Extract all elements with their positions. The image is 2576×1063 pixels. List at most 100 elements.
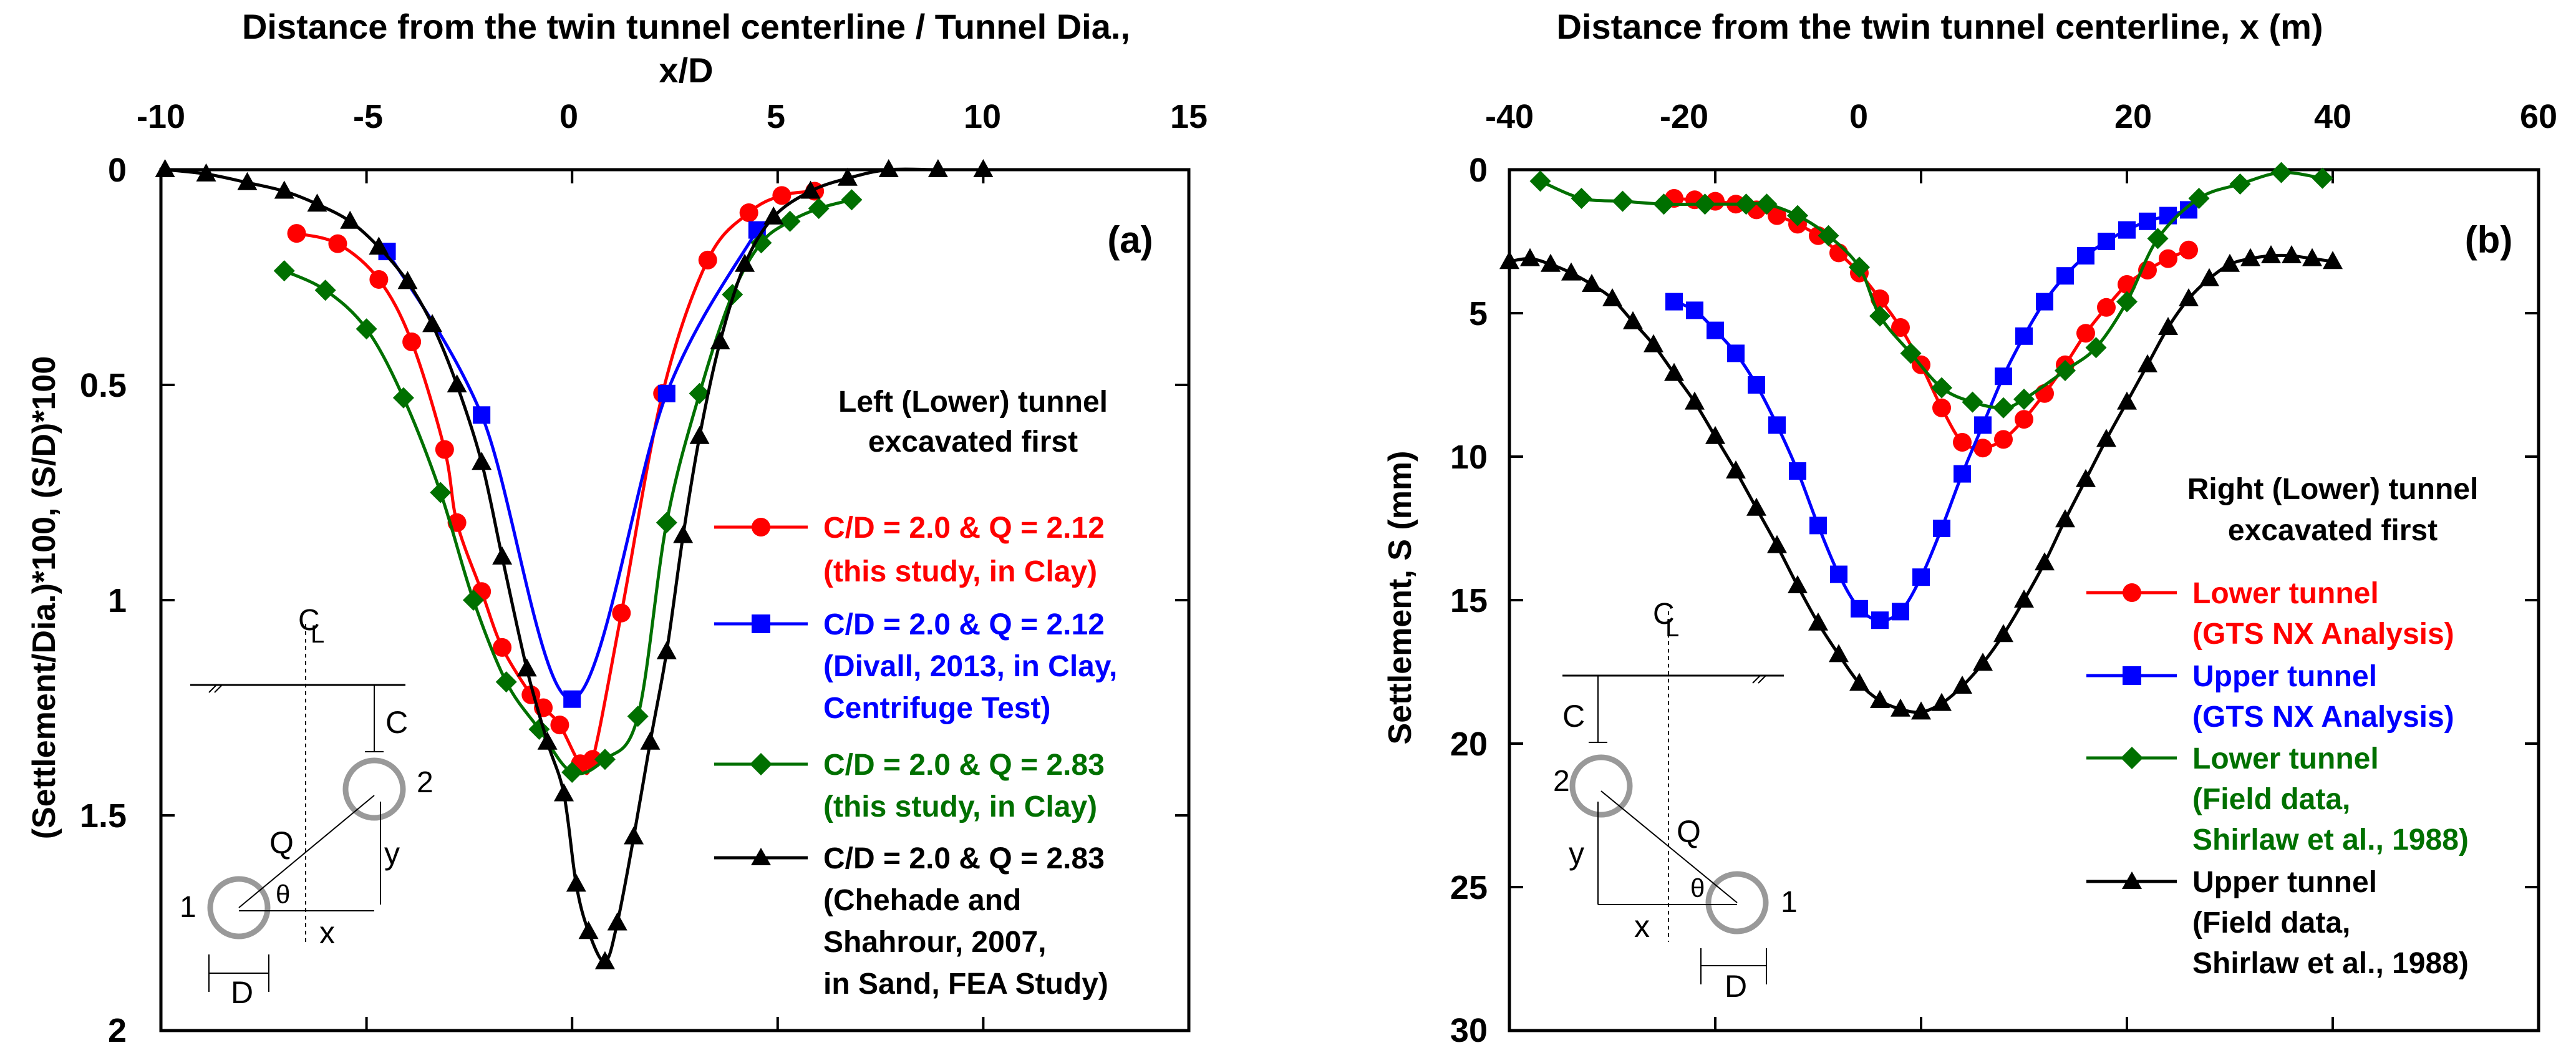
chart-a-xtick-label: 0 (559, 98, 578, 135)
chart-b-series-1-point (1892, 603, 1909, 621)
chart-b-y-tick-labels: 0 5 10 15 20 25 30 (1450, 152, 1488, 1049)
chart-a-series-2-point (841, 189, 863, 211)
chart-b-ytick-label: 20 (1450, 726, 1488, 763)
chart-a-series-0-point (402, 332, 422, 351)
chart-b-series-3-point (1685, 391, 1705, 410)
chart-a-series-1-point (473, 406, 491, 424)
chart-b-series-2-point (1612, 190, 1634, 212)
chart-b-inset-q-label: Q (1677, 814, 1701, 849)
chart-b-series-3-point (2261, 245, 2281, 263)
chart-a-inset-diagram: C L C 2 1 Q y θ x D (180, 604, 433, 1010)
chart-a-series-2-point (689, 382, 710, 404)
chart-b-inset-d-label: D (1725, 969, 1747, 1004)
chart-a-xtick-label: -5 (353, 98, 383, 135)
chart-a-series-1-point (657, 384, 675, 402)
chart-b-legend-entry: Upper tunnel (GTS NX Analysis) (2086, 660, 2454, 734)
chart-b-series-3-point (1952, 676, 1972, 694)
chart-a-legend-label: (Chehade and (823, 884, 1021, 917)
chart-a-series-0-point (287, 224, 306, 243)
chart-a-legend-label: in Sand, FEA Study) (823, 968, 1108, 1001)
chart-a-series-3-point (735, 253, 755, 272)
chart-b-series-2-point (1900, 342, 1922, 364)
chart-b-series-3-point (1582, 274, 1602, 292)
chart-a-legend-label: (this study, in Clay) (823, 790, 1097, 823)
chart-b-title: Distance from the twin tunnel centerline… (1556, 7, 2323, 46)
chart-b-legend-entry: Lower tunnel (Field data, Shirlaw et al.… (2086, 742, 2469, 857)
chart-b-series-1-point (2015, 327, 2033, 345)
chart-a-series-0-point (369, 269, 389, 289)
chart-b-series-1-point (2118, 221, 2136, 239)
chart-a-inset-tunnel-1-label: 1 (180, 891, 196, 924)
chart-a-legend-entry: C/D = 2.0 & Q = 2.12 (this study, in Cla… (714, 512, 1105, 588)
chart-a-inset-centerline-sub: L (311, 621, 324, 648)
chart-b-series-3-point (1520, 248, 1540, 266)
chart-b-legend-label: Lower tunnel (2192, 742, 2379, 775)
chart-a-caption-line1: Left (Lower) tunnel (838, 386, 1108, 419)
chart-b-series-3-point (1829, 644, 1849, 663)
chart-a-series-3-point (492, 546, 513, 565)
chart-b-series-0-point (2159, 249, 2177, 268)
chart-b-series-3-point (1705, 425, 1725, 444)
chart-b-series-0-point (1891, 318, 1910, 337)
chart-b-series-0-point (1973, 439, 1992, 458)
chart-b-series-3-point (2323, 251, 2343, 269)
chart-a-series-3-point (237, 172, 258, 190)
chart-b-ytick-label: 15 (1450, 582, 1488, 619)
chart-a-series-3-point (763, 206, 784, 225)
chart-b-legend-label: (GTS NX Analysis) (2192, 618, 2454, 651)
chart-a-y-axis-label: (Settlement/Dia.)*100, (S/D)*100 (26, 356, 62, 840)
chart-b-series-1-point (2139, 212, 2156, 230)
chart-a-series-1-point (563, 690, 581, 708)
chart-b-series-0-point (2076, 324, 2095, 343)
chart-a-series-2-line (283, 198, 853, 775)
chart-b-series-3-point (1767, 535, 1787, 553)
chart-b-series-2-point (2270, 162, 2292, 183)
chart-b-series-3-point (1602, 288, 1622, 306)
chart-b-series-0-point (1953, 433, 1972, 452)
chart-b-series-3-point (2220, 253, 2240, 272)
chart-a-legend: C/D = 2.0 & Q = 2.12 (this study, in Cla… (714, 512, 1117, 1001)
chart-a-panel-label: (a) (1107, 219, 1153, 261)
chart-b-xtick-label: 0 (1849, 98, 1868, 135)
chart-b-series-1-point (1871, 611, 1889, 629)
chart-b-legend-entry: Lower tunnel (GTS NX Analysis) (2086, 577, 2454, 651)
chart-b-ytick-label: 0 (1469, 152, 1488, 189)
chart-a-series-3-point (689, 425, 710, 444)
chart-a-plot (155, 159, 1191, 1032)
chart-b-legend-label: Upper tunnel (2192, 866, 2377, 899)
chart-b-series-3-point (2096, 429, 2116, 447)
chart-b-series-0-point (1994, 430, 2013, 449)
chart-b-series-1-point (2077, 247, 2094, 265)
chart-a-inset-c-label: C (385, 705, 408, 740)
chart-b-series-1-point (1789, 462, 1806, 480)
chart-b-series-3-point (1973, 653, 1993, 671)
chart-a-caption-line2: excavated first (868, 425, 1078, 459)
chart-a-series-1-line (385, 229, 758, 701)
chart-b-legend-label: (Field data, (2192, 906, 2350, 939)
chart-a-series-3-point (927, 159, 948, 177)
chart-b-series-3-point (1808, 612, 1828, 631)
chart-b-series-1-point (1912, 568, 1930, 586)
chart-b-legend-label: (Field data, (2192, 783, 2350, 816)
chart-a-ytick-label: 0.5 (80, 367, 127, 404)
chart-b-series-3-point (2158, 317, 2178, 335)
chart-a-legend-label: C/D = 2.0 & Q = 2.12 (823, 512, 1105, 545)
chart-a-series-3-point (607, 912, 627, 931)
chart-a-series-3-point (196, 163, 216, 182)
chart-b-series-3-point (2055, 509, 2075, 528)
chart-b-inset-tunnel-1-label: 1 (1781, 886, 1798, 919)
chart-b-series-2-point (1756, 193, 1778, 215)
chart-a-series-3-point (397, 271, 418, 289)
chart-a-series-2-point (779, 210, 801, 232)
chart-a-series-2-point (273, 260, 295, 282)
chart-b-xtick-label: 20 (2114, 98, 2152, 135)
chart-b-series-2-point (1529, 170, 1551, 192)
chart-b-series-3-point (1746, 497, 1766, 516)
chart-a-series-3-point (673, 525, 694, 543)
chart-b-ytick-label: 10 (1450, 439, 1488, 476)
chart-b-x-tick-labels: -40 -20 0 20 40 60 (1485, 98, 2557, 135)
chart-b-series-3-point (1849, 672, 1869, 691)
chart-a-series-2-point (627, 706, 649, 727)
chart-a-ytick-label: 1.5 (80, 797, 127, 835)
chart-b-series-2-point (1571, 188, 1592, 209)
